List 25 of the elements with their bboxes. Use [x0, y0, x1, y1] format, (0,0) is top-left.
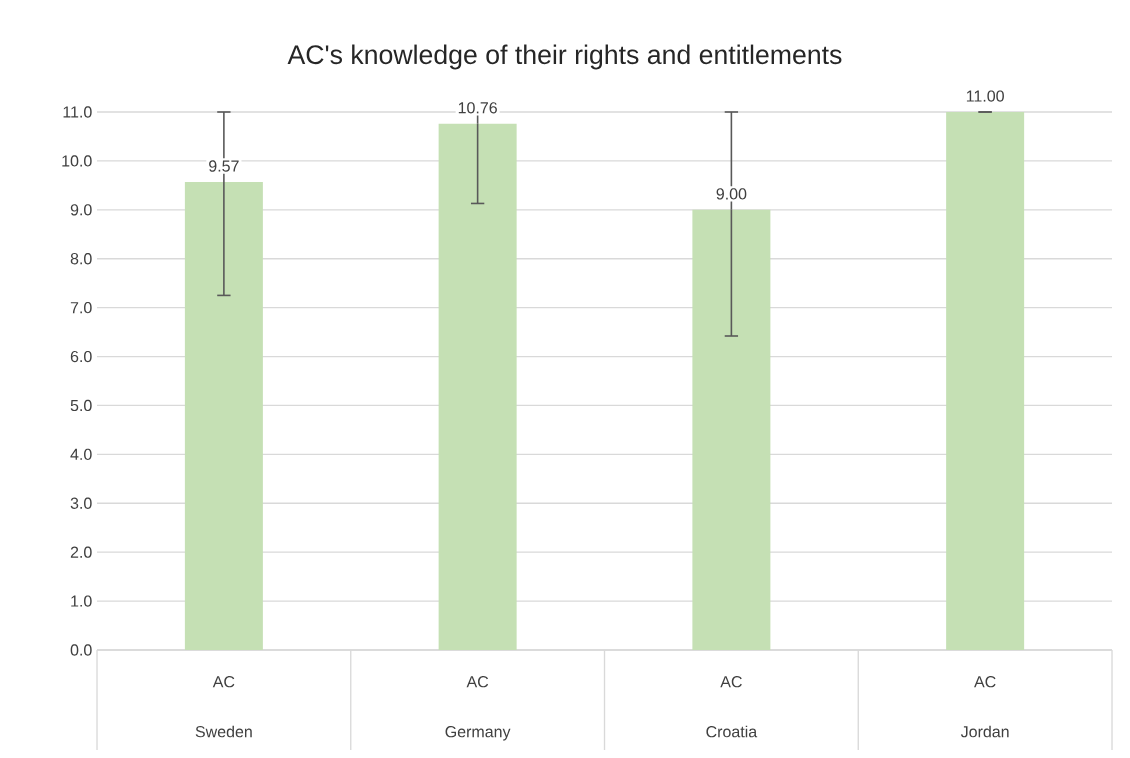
category-label: AC Croatia — [706, 676, 758, 738]
y-tick-label: 5.0 — [70, 399, 92, 412]
bar — [946, 112, 1025, 650]
category-label: AC Germany — [445, 676, 511, 741]
category-label: AC Sweden — [195, 676, 252, 738]
data-label: 9.57 — [209, 160, 239, 172]
data-label: 9.00 — [716, 188, 747, 200]
y-tick-label: 10.0 — [62, 155, 92, 167]
chart-title: AC's knowledge of their rights and entitlements — [287, 44, 842, 70]
y-tick-label: 4.0 — [70, 448, 92, 461]
y-tick-label: 11.0 — [63, 106, 92, 118]
y-tick-label: 9.0 — [70, 204, 92, 216]
y-tick-label: 1.0 — [71, 595, 92, 607]
y-tick-label: 7.0 — [70, 301, 92, 314]
category-label: AC Jordan — [960, 676, 1009, 738]
y-tick-label: 6.0 — [70, 350, 92, 363]
data-label: 11.00 — [966, 90, 1004, 102]
bar — [184, 181, 263, 650]
data-label: 10.76 — [458, 102, 497, 114]
y-tick-label: 0.0 — [70, 644, 92, 656]
bar — [692, 209, 771, 650]
y-tick-label: 3.0 — [70, 497, 92, 509]
y-tick-label: 2.0 — [70, 546, 92, 558]
y-tick-label: 8.0 — [70, 253, 92, 265]
bar — [438, 123, 517, 650]
